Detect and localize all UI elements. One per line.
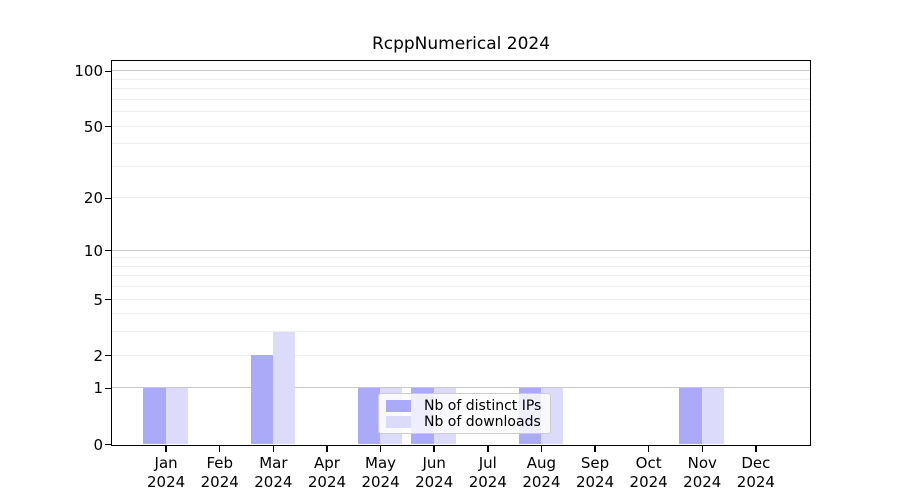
gridline-40 — [112, 143, 810, 145]
gridline-9 — [112, 257, 810, 259]
x-tick-nov — [701, 446, 704, 452]
y-tick-label-1: 1 — [93, 379, 103, 398]
y-tick-5 — [105, 298, 111, 301]
x-tick-year: 2024 — [307, 472, 347, 491]
x-tick-dec — [755, 446, 757, 452]
legend-swatch-distinct-ips — [386, 400, 411, 412]
legend-label-downloads: Nb of downloads — [424, 414, 541, 430]
x-tick-label-jul: Jul 2024 — [453, 454, 523, 492]
x-tick-year: 2024 — [147, 472, 186, 491]
y-tick-label-50: 50 — [83, 117, 103, 136]
y-tick-label-100: 100 — [74, 62, 103, 81]
x-tick-label-nov: Nov 2024 — [667, 454, 737, 492]
chart-title: RcppNumerical 2024 — [371, 34, 551, 54]
y-tick-label-0: 0 — [93, 435, 103, 454]
bar-distinct-ips-nov — [679, 387, 702, 444]
bar-downloads-jan — [165, 387, 188, 444]
x-tick-label-feb: Feb 2024 — [185, 454, 255, 492]
gridline-8 — [112, 265, 810, 267]
x-tick-label-oct: Oct 2024 — [614, 454, 684, 492]
x-tick-year: 2024 — [468, 472, 507, 491]
gridline-30 — [112, 165, 810, 167]
x-tick-year: 2024 — [575, 472, 615, 491]
gridline-60 — [112, 111, 810, 113]
y-tick-100 — [105, 70, 111, 73]
gridline-3 — [112, 331, 810, 333]
gridline-80 — [112, 88, 810, 90]
y-tick-0 — [105, 443, 111, 446]
x-tick-label-sep: Sep 2024 — [560, 454, 630, 492]
legend-item-distinct-ips: Nb of distinct IPs — [386, 398, 541, 414]
x-tick-label-dec: Dec 2024 — [721, 454, 791, 492]
gridline-20 — [112, 197, 810, 199]
x-tick-aug — [540, 446, 543, 452]
x-tick-year: 2024 — [415, 472, 454, 491]
gridlines-layer — [112, 61, 810, 445]
gridline-7 — [112, 275, 810, 277]
bar-distinct-ips-jan — [143, 387, 166, 444]
y-tick-20 — [105, 197, 111, 200]
gridline-90 — [112, 78, 810, 80]
x-tick-year: 2024 — [522, 472, 561, 491]
gridline-50 — [112, 125, 810, 127]
x-tick-label-aug: Aug 2024 — [506, 454, 576, 492]
x-tick-label-mar: Mar 2024 — [238, 454, 308, 492]
x-tick-label-apr: Apr 2024 — [292, 454, 362, 492]
y-tick-label-10: 10 — [83, 241, 103, 260]
y-tick-50 — [105, 125, 111, 128]
bar-distinct-ips-may — [357, 387, 381, 444]
x-tick-mar — [272, 446, 275, 452]
gridline-70 — [112, 98, 810, 100]
x-tick-feb — [218, 446, 221, 452]
y-tick-10 — [105, 249, 111, 252]
x-tick-year: 2024 — [254, 472, 293, 491]
x-tick-label-may: May 2024 — [346, 454, 416, 492]
plot-area — [111, 60, 811, 446]
legend-label-distinct-ips: Nb of distinct IPs — [424, 398, 542, 414]
gridline-6 — [112, 286, 810, 288]
x-tick-year: 2024 — [361, 472, 400, 491]
y-tick-label-20: 20 — [83, 189, 103, 208]
x-tick-jul — [487, 446, 489, 452]
gridline-5 — [112, 298, 810, 300]
legend: Nb of distinct IPs Nb of downloads — [378, 393, 552, 434]
x-tick-jan — [165, 446, 167, 452]
x-tick-label-jun: Jun 2024 — [399, 454, 469, 492]
gridline-10 — [112, 249, 810, 251]
y-tick-2 — [105, 354, 111, 357]
x-tick-label-jan: Jan 2024 — [131, 454, 201, 492]
gridline-1 — [112, 387, 810, 389]
x-tick-year: 2024 — [200, 472, 239, 491]
x-tick-oct — [647, 446, 650, 452]
y-tick-label-2: 2 — [93, 346, 103, 365]
gridline-4 — [112, 313, 810, 315]
gridline-100 — [112, 70, 810, 72]
x-tick-apr — [326, 446, 328, 452]
bar-distinct-ips-mar — [250, 355, 273, 444]
gridline-2 — [112, 354, 810, 356]
bar-downloads-mar — [272, 331, 296, 444]
x-tick-sep — [594, 446, 596, 452]
x-tick-year: 2024 — [683, 472, 722, 491]
x-tick-may — [379, 446, 382, 452]
y-tick-label-5: 5 — [93, 290, 103, 309]
y-tick-1 — [105, 387, 111, 390]
x-tick-year: 2024 — [736, 472, 775, 491]
x-tick-year: 2024 — [629, 472, 668, 491]
x-tick-jun — [433, 446, 435, 452]
legend-item-downloads: Nb of downloads — [386, 414, 541, 430]
legend-swatch-downloads — [386, 416, 411, 428]
bar-downloads-nov — [701, 387, 725, 444]
